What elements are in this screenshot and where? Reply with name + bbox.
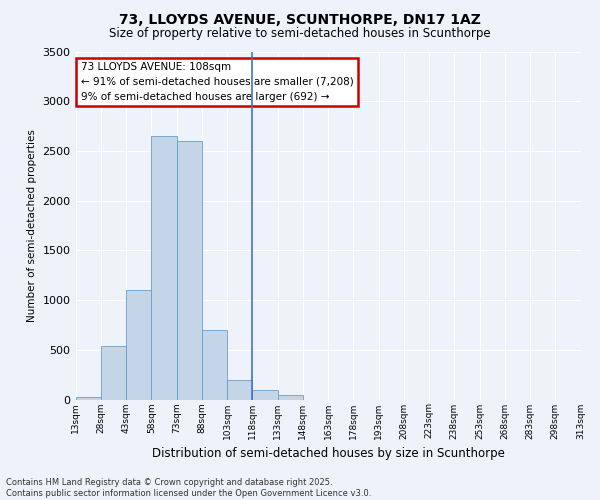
Bar [176, 141, 202, 400]
Bar [278, 394, 303, 400]
Text: 73, LLOYDS AVENUE, SCUNTHORPE, DN17 1AZ: 73, LLOYDS AVENUE, SCUNTHORPE, DN17 1AZ [119, 12, 481, 26]
Bar [227, 380, 252, 400]
Bar [252, 390, 278, 400]
Text: 73 LLOYDS AVENUE: 108sqm
← 91% of semi-detached houses are smaller (7,208)
9% of: 73 LLOYDS AVENUE: 108sqm ← 91% of semi-d… [80, 62, 353, 102]
Bar [76, 396, 101, 400]
Y-axis label: Number of semi-detached properties: Number of semi-detached properties [27, 129, 37, 322]
X-axis label: Distribution of semi-detached houses by size in Scunthorpe: Distribution of semi-detached houses by … [152, 447, 505, 460]
Bar [151, 136, 176, 400]
Text: Contains HM Land Registry data © Crown copyright and database right 2025.
Contai: Contains HM Land Registry data © Crown c… [6, 478, 371, 498]
Bar [202, 330, 227, 400]
Text: Size of property relative to semi-detached houses in Scunthorpe: Size of property relative to semi-detach… [109, 28, 491, 40]
Bar [101, 346, 126, 400]
Bar [126, 290, 151, 400]
